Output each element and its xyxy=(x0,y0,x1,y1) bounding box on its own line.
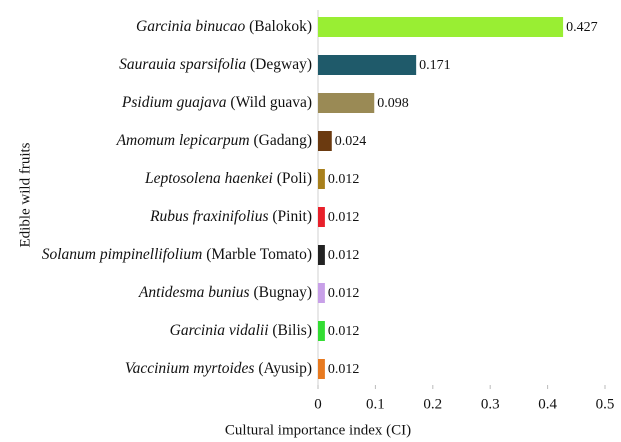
x-tick-label: 0.5 xyxy=(596,396,615,412)
x-tick-label: 0.4 xyxy=(538,396,557,412)
category-label: Vaccinium myrtoides (Ayusip) xyxy=(125,360,312,377)
value-label: 0.171 xyxy=(419,58,451,73)
value-label: 0.427 xyxy=(566,20,598,35)
category-label: Amomum lepicarpum (Gadang) xyxy=(116,132,312,149)
category-label: Rubus fraxinifolius (Pinit) xyxy=(149,208,312,225)
bar xyxy=(318,359,325,379)
y-axis-title: Edible wild fruits xyxy=(17,142,33,247)
x-tick-label: 0.3 xyxy=(481,396,500,412)
bar xyxy=(318,55,417,75)
value-label: 0.012 xyxy=(328,286,360,301)
bar xyxy=(318,131,332,151)
value-label: 0.012 xyxy=(328,362,360,377)
category-label: Antidesma bunius (Bugnay) xyxy=(138,284,312,301)
bar xyxy=(318,93,375,113)
x-tick-label: 0.2 xyxy=(423,396,442,412)
category-label: Psidium guajava (Wild guava) xyxy=(121,94,312,111)
x-axis-title: Cultural importance index (CI) xyxy=(225,422,411,438)
bar xyxy=(318,321,325,341)
value-label: 0.098 xyxy=(377,96,409,111)
bar xyxy=(318,17,564,37)
category-label: Garcinia vidalii (Bilis) xyxy=(170,322,312,339)
x-tick-label: 0.1 xyxy=(366,396,385,412)
bar xyxy=(318,169,325,189)
value-label: 0.024 xyxy=(335,134,367,149)
value-label: 0.012 xyxy=(328,324,360,339)
bar xyxy=(318,283,325,303)
bar xyxy=(318,207,325,227)
category-label: Garcinia binucao (Balokok) xyxy=(136,18,312,35)
category-label: Saurauia sparsifolia (Degway) xyxy=(119,56,312,73)
category-label: Leptosolena haenkei (Poli) xyxy=(144,170,312,187)
category-label: Solanum pimpinellifolium (Marble Tomato) xyxy=(42,246,312,263)
value-label: 0.012 xyxy=(328,248,360,263)
x-tick-label: 0 xyxy=(314,396,322,412)
bar xyxy=(318,245,325,265)
value-label: 0.012 xyxy=(328,172,360,187)
value-label: 0.012 xyxy=(328,210,360,225)
